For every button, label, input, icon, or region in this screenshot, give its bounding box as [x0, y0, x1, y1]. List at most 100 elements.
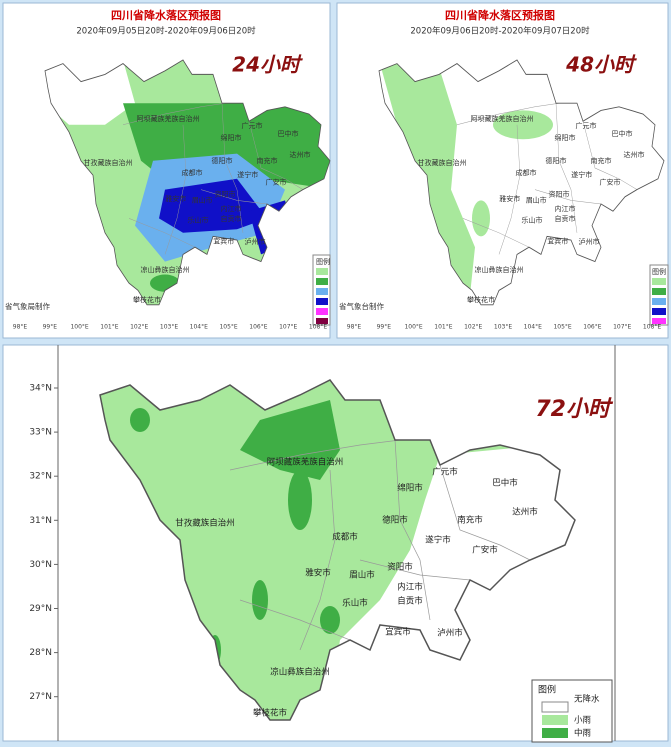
- x-axis-label: 103°E: [494, 324, 512, 331]
- legend-title: 图例: [652, 267, 666, 276]
- y-axis-label: 30°N: [29, 560, 52, 570]
- legend-title: 图例: [538, 684, 556, 696]
- city-label: 资阳市: [387, 562, 413, 573]
- legend-swatches: [312, 254, 669, 326]
- city-label: 内江市: [555, 204, 576, 213]
- city-label: 乐山市: [188, 216, 209, 225]
- legend-item: 小雨: [574, 715, 592, 726]
- city-label: 泸州市: [579, 237, 600, 246]
- city-label: 资阳市: [549, 190, 570, 199]
- city-label: 达州市: [290, 150, 311, 159]
- x-axis-label: 98°E: [13, 324, 28, 331]
- city-label: 雅安市: [305, 568, 331, 579]
- city-label: 宜宾市: [385, 627, 411, 638]
- city-label: 广安市: [472, 545, 498, 556]
- x-axis-label: 98°E: [347, 324, 362, 331]
- city-label: 自贡市: [555, 214, 576, 223]
- city-label: 德阳市: [212, 156, 233, 165]
- period-label: 48小时: [565, 53, 637, 77]
- city-label: 成都市: [182, 168, 203, 177]
- city-label: 自贡市: [221, 214, 242, 223]
- city-label: 遂宁市: [237, 170, 258, 179]
- city-label: 凉山彝族自治州: [270, 667, 330, 678]
- x-axis-label: 106°E: [583, 324, 601, 331]
- city-label: 成都市: [332, 532, 358, 543]
- x-axis-label: 99°E: [43, 324, 58, 331]
- x-axis-label: 105°E: [553, 324, 571, 331]
- city-label: 阿坝藏族羌族自治州: [137, 114, 200, 123]
- credit: 省气象局制作: [5, 301, 50, 311]
- city-label: 达州市: [512, 507, 538, 518]
- city-label: 南充市: [591, 156, 612, 165]
- city-label: 眉山市: [192, 195, 213, 204]
- city-label: 阿坝藏族羌族自治州: [471, 114, 534, 123]
- y-axis-label: 29°N: [29, 604, 52, 614]
- y-axis-label: 28°N: [29, 648, 52, 658]
- city-label: 巴中市: [612, 129, 633, 138]
- x-axis-label: 106°E: [249, 324, 267, 331]
- x-axis-label: 102°E: [464, 324, 482, 331]
- y-axis-label: 27°N: [29, 692, 52, 702]
- y-axis-label: 31°N: [29, 516, 52, 526]
- map-subtitle: 2020年09月06日20时-2020年09月07日20时: [410, 26, 590, 37]
- x-axis-label: 105°E: [219, 324, 237, 331]
- city-label: 攀枝花市: [467, 295, 495, 304]
- city-label: 乐山市: [342, 598, 368, 609]
- city-label: 甘孜藏族自治州: [418, 158, 467, 167]
- city-label: 乐山市: [522, 216, 543, 225]
- period-label: 24小时: [232, 53, 303, 77]
- x-axis-label: 104°E: [524, 324, 542, 331]
- city-label: 凉山彝族自治州: [475, 265, 524, 274]
- city-label: 遂宁市: [425, 535, 451, 546]
- credit: 省气象台制作: [339, 301, 384, 311]
- x-axis-label: 107°E: [613, 324, 631, 331]
- city-label: 资阳市: [215, 190, 236, 199]
- legend-item: 无降水: [574, 694, 600, 705]
- city-label: 内江市: [221, 204, 242, 213]
- city-label: 甘孜藏族自治州: [84, 158, 133, 167]
- x-axis-label: 100°E: [404, 324, 422, 331]
- city-label: 广安市: [600, 177, 621, 186]
- city-label: 宜宾市: [213, 236, 234, 245]
- city-label: 遂宁市: [571, 170, 592, 179]
- city-label: 攀枝花市: [253, 708, 288, 719]
- x-axis-label: 107°E: [279, 324, 297, 331]
- legend-item: 中雨: [574, 728, 592, 739]
- city-label: 泸州市: [437, 628, 463, 639]
- y-axis-label: 34°N: [29, 384, 52, 394]
- city-label: 自贡市: [397, 596, 423, 607]
- x-axis-label: 101°E: [100, 324, 118, 331]
- city-label: 南充市: [457, 515, 483, 526]
- city-label: 德阳市: [382, 515, 408, 526]
- x-axis-label: 99°E: [377, 324, 392, 331]
- city-label: 攀枝花市: [133, 295, 161, 304]
- city-label: 绵阳市: [555, 133, 576, 142]
- city-label: 凉山彝族自治州: [141, 265, 190, 274]
- city-label: 雅安市: [165, 194, 186, 203]
- city-label: 巴中市: [278, 129, 299, 138]
- city-label: 广元市: [432, 467, 458, 478]
- legend-title: 图例: [316, 257, 330, 266]
- x-axis-label: 100°E: [70, 324, 88, 331]
- x-axis-label: 101°E: [434, 324, 452, 331]
- city-label: 德阳市: [546, 156, 567, 165]
- period-label: 72小时: [535, 397, 614, 422]
- city-label: 南充市: [257, 156, 278, 165]
- x-axis-label: 104°E: [190, 324, 208, 331]
- city-label: 成都市: [516, 168, 537, 177]
- x-axis-label: 108°E: [309, 324, 327, 331]
- map-title: 四川省降水落区预报图: [445, 8, 555, 22]
- city-label: 达州市: [624, 150, 645, 159]
- city-label: 雅安市: [499, 194, 520, 203]
- city-label: 广安市: [266, 177, 287, 186]
- y-axis-label: 32°N: [29, 472, 52, 482]
- city-label: 广元市: [576, 121, 597, 130]
- map-subtitle: 2020年09月05日20时-2020年09月06日20时: [76, 26, 256, 37]
- city-label: 绵阳市: [397, 483, 423, 494]
- city-label: 甘孜藏族自治州: [175, 518, 235, 529]
- city-label: 巴中市: [492, 478, 518, 489]
- city-label: 眉山市: [526, 195, 547, 204]
- x-axis-label: 102°E: [130, 324, 148, 331]
